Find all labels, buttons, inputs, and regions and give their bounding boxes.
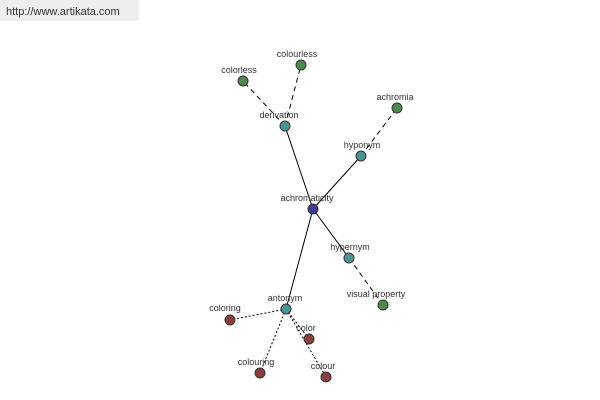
edge xyxy=(229,308,287,321)
node-label: colour xyxy=(311,361,336,371)
edge xyxy=(285,208,314,310)
node[interactable] xyxy=(391,102,403,114)
node[interactable] xyxy=(237,75,249,87)
node-label: derivation xyxy=(259,110,298,120)
edge xyxy=(360,107,398,157)
edge xyxy=(242,80,286,127)
edge xyxy=(312,208,350,259)
edge xyxy=(285,308,327,378)
node-label: visual property xyxy=(347,289,406,299)
node[interactable] xyxy=(307,203,319,215)
node-label: hypernym xyxy=(330,242,370,252)
node-label: achromaticity xyxy=(280,193,334,203)
edge xyxy=(259,308,287,374)
node-label: hyponym xyxy=(344,140,381,150)
edge xyxy=(284,125,314,210)
site-url[interactable]: http://www.artikata.com xyxy=(6,6,120,18)
node-label: achromia xyxy=(376,92,413,102)
node[interactable] xyxy=(295,59,307,71)
node[interactable] xyxy=(320,371,332,383)
header-bar xyxy=(0,0,139,21)
node[interactable] xyxy=(377,299,389,311)
node[interactable] xyxy=(254,367,266,379)
node[interactable] xyxy=(303,333,315,345)
node-label: colouring xyxy=(238,357,275,367)
node-label: colourless xyxy=(277,49,318,59)
node-label: colorless xyxy=(221,65,257,75)
node-label: coloring xyxy=(209,303,241,313)
node-label: antonym xyxy=(268,293,303,303)
node[interactable] xyxy=(279,120,291,132)
edge xyxy=(348,257,384,306)
node-label: color xyxy=(296,323,316,333)
edge xyxy=(284,64,302,127)
node[interactable] xyxy=(280,303,292,315)
edge xyxy=(312,155,362,210)
node[interactable] xyxy=(355,150,367,162)
node[interactable] xyxy=(224,314,236,326)
node[interactable] xyxy=(343,252,355,264)
